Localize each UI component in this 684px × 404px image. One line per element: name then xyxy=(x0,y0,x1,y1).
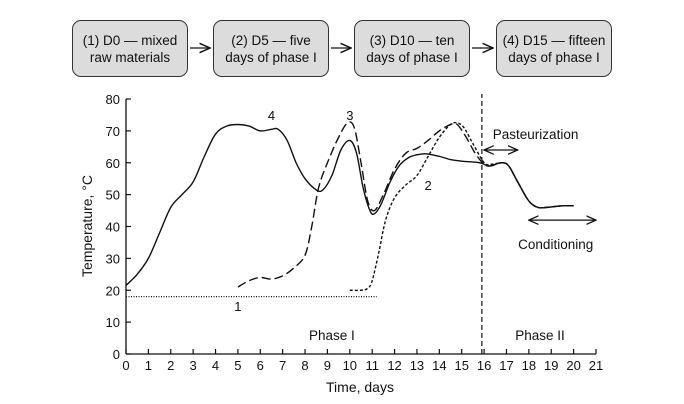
y-tick-label: 20 xyxy=(106,283,120,298)
x-tick-label: 9 xyxy=(324,358,331,373)
x-tick-label: 10 xyxy=(343,358,357,373)
x-tick-label: 13 xyxy=(410,358,424,373)
x-tick-label: 19 xyxy=(544,358,558,373)
x-tick-label: 11 xyxy=(365,358,379,373)
x-tick-label: 20 xyxy=(566,358,580,373)
series-4-line xyxy=(125,123,574,286)
step-box-d0: (1) D0 — mixed raw materials xyxy=(72,20,188,77)
x-tick-label: 15 xyxy=(454,358,468,373)
step-line2: days of phase I xyxy=(508,49,600,65)
y-tick-label: 30 xyxy=(106,251,120,266)
y-tick-label: 60 xyxy=(106,156,120,171)
series-2-label: 2 xyxy=(425,178,432,193)
phase-i-annotation: Phase I xyxy=(309,328,355,343)
x-tick-label: 8 xyxy=(301,358,308,373)
x-tick-label: 21 xyxy=(589,358,603,373)
y-tick-label: 40 xyxy=(106,220,120,235)
x-tick-label: 2 xyxy=(167,358,174,373)
step-box-d15: (4) D15 — fifteen days of phase I xyxy=(496,20,612,77)
series-3-label: 3 xyxy=(346,108,353,123)
x-axis-label: Time, days xyxy=(326,379,394,395)
y-axis-label: Temperature, °C xyxy=(79,175,95,277)
step-box-d5: (2) D5 — five days of phase I xyxy=(213,20,329,77)
pasteurization-annotation: Pasteurization xyxy=(493,127,579,142)
step-line2: raw materials xyxy=(89,49,171,65)
x-tick-label: 4 xyxy=(212,358,219,373)
x-tick-label: 18 xyxy=(522,358,536,373)
x-tick-label: 16 xyxy=(477,358,491,373)
x-tick-label: 0 xyxy=(122,358,129,373)
step-line1: (2) D5 — five xyxy=(231,32,311,48)
y-tick-label: 10 xyxy=(106,315,120,330)
x-tick-label: 3 xyxy=(190,358,197,373)
x-tick-label: 6 xyxy=(257,358,264,373)
conditioning-annotation: Conditioning xyxy=(518,237,593,252)
step-box-d10: (3) D10 — ten days of phase I xyxy=(354,20,470,77)
y-tick-label: 80 xyxy=(106,92,120,107)
step-line2: days of phase I xyxy=(225,49,317,65)
x-tick-label: 7 xyxy=(279,358,286,373)
x-tick-label: 14 xyxy=(432,358,446,373)
y-tick-label: 70 xyxy=(106,124,120,139)
series-4-label: 4 xyxy=(268,108,275,123)
phase-ii-annotation: Phase II xyxy=(515,328,565,343)
step-line1: (4) D15 — fifteen xyxy=(502,32,606,48)
y-tick-label: 0 xyxy=(113,347,120,362)
series-2-line xyxy=(349,121,574,292)
series-3-line xyxy=(237,121,574,288)
step-line1: (1) D0 — mixed xyxy=(82,32,178,48)
y-tick-label: 50 xyxy=(106,188,120,203)
step-line1: (3) D10 — ten xyxy=(369,32,455,48)
step-line2: days of phase I xyxy=(366,49,458,65)
x-tick-label: 12 xyxy=(387,358,401,373)
x-tick-label: 5 xyxy=(234,358,241,373)
x-tick-label: 1 xyxy=(145,358,152,373)
series-1-label: 1 xyxy=(234,299,241,314)
x-tick-label: 17 xyxy=(499,358,513,373)
